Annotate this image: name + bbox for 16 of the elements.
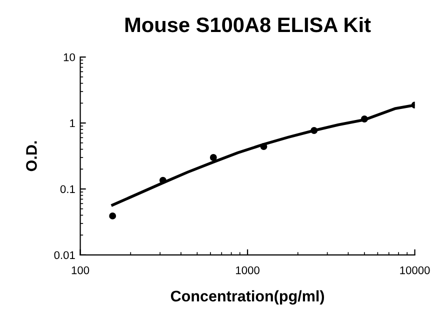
x-tick-label: 100 [72,266,90,274]
x-tick-label: 10000 [400,266,430,274]
y-tick-label: 1 [70,119,75,128]
point [360,116,368,122]
point [159,176,166,184]
y-axis-title: O.D. [26,141,37,172]
point [260,143,268,150]
point [109,212,116,220]
y-tick-label: 0.1 [60,185,75,194]
x-tick-label: 1000 [236,266,260,274]
y-tick-label: 0.01 [54,251,75,260]
y-tick-label: 10 [64,53,75,62]
x-axis-title: Concentration(pg/ml) [170,290,324,305]
point [210,154,217,161]
chart-title: Mouse S100A8 ELISA Kit [125,16,371,32]
point [310,127,318,134]
